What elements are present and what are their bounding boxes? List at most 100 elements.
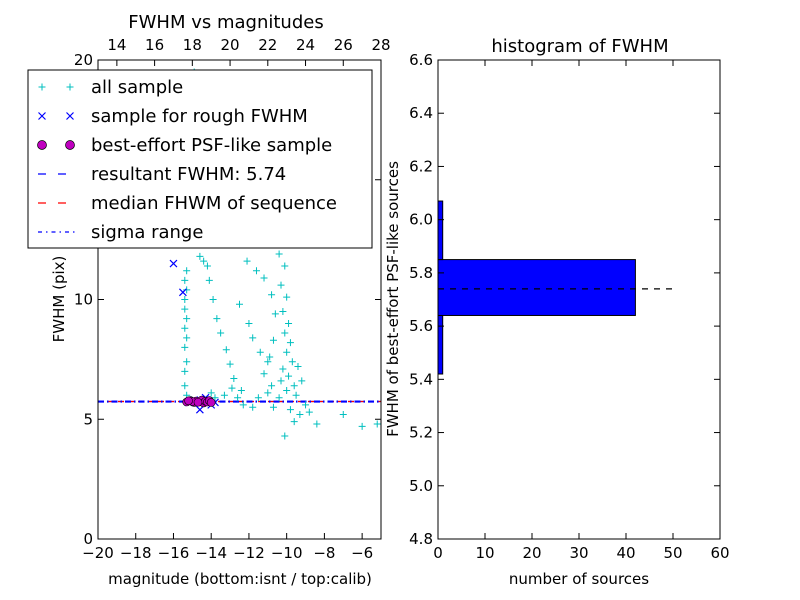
point-s0-37 [279, 307, 287, 315]
x-tick-label-6: −8 [313, 544, 335, 562]
histogram-title: histogram of FWHM [491, 36, 668, 57]
point-s0-3 [183, 334, 191, 342]
point-s0-49 [271, 310, 279, 318]
legend-item-3: resultant FWHM: 5.74 [38, 164, 286, 185]
point-s0-19 [213, 315, 221, 323]
point-s0-29 [264, 358, 272, 366]
legend-item-1: sample for rough FWHM [38, 106, 308, 127]
histogram-y-label: FWHM of best-effort PSF-like sources [384, 161, 402, 437]
point-s0-50 [269, 336, 277, 344]
legend-item-5: sigma range [38, 222, 203, 243]
point-s0-68 [305, 408, 313, 416]
scatter-x-label: magnitude (bottom:isnt / top:calib) [108, 570, 372, 588]
point-s1-2 [195, 405, 204, 414]
hist-y-tick-label-4: 5.6 [409, 317, 433, 335]
point-s0-21 [222, 346, 230, 354]
point-s0-4 [181, 324, 189, 332]
legend-label-5: sigma range [91, 222, 203, 243]
x-tick-label-1: −18 [120, 544, 152, 562]
legend-label-2: best-effort PSF-like sample [91, 135, 332, 156]
point-s0-28 [256, 348, 264, 356]
point-s0-56 [292, 391, 300, 399]
point-s0-74 [373, 420, 381, 428]
point-s0-63 [239, 401, 247, 409]
hist-x-tick-label-6: 60 [710, 544, 729, 562]
point-s0-64 [249, 403, 257, 411]
x-tick-label-0: −20 [82, 544, 114, 562]
histogram-bar-1 [437, 259, 636, 316]
point-s0-76 [211, 394, 219, 402]
top-x-tick-label-4: 22 [258, 36, 277, 54]
x-tick-label-7: −6 [351, 544, 373, 562]
x-tick-label-4: −12 [233, 544, 265, 562]
point-s0-77 [207, 389, 215, 397]
point-s0-38 [285, 319, 293, 327]
point-s0-70 [290, 418, 298, 426]
point-s0-48 [268, 291, 276, 299]
point-s0-59 [286, 406, 294, 414]
hist-y-tick-label-2: 5.2 [409, 424, 433, 442]
point-s1-1 [178, 288, 187, 297]
scatter-plot-area [98, 68, 381, 440]
legend-label-0: all sample [91, 77, 183, 98]
scatter-panel: FWHM vs magnitudes −20 −18 −16 −14 −12 −10 −8−… [27, 12, 391, 588]
point-s0-24 [237, 387, 245, 395]
histogram-bar-2 [437, 200, 444, 261]
point-s0-47 [283, 387, 291, 395]
point-s0-57 [275, 394, 283, 402]
point-s0-5 [183, 315, 191, 323]
point-s0-65 [228, 384, 236, 392]
histogram-bar-0 [437, 314, 444, 375]
point-s0-22 [226, 360, 234, 368]
hist-y-tick-label-6: 6.0 [409, 211, 433, 229]
hist-x-tick-label-2: 20 [522, 544, 541, 562]
point-s0-40 [286, 339, 294, 347]
histogram-x-label: number of sources [509, 570, 649, 588]
point-s0-66 [220, 391, 228, 399]
point-s2-10 [206, 398, 216, 407]
point-s2-13 [184, 396, 193, 406]
top-x-tick-label-2: 18 [183, 36, 202, 54]
x-tick-label-3: −14 [195, 544, 227, 562]
hist-x-tick-label-3: 30 [569, 544, 588, 562]
point-s0-73 [358, 422, 366, 430]
hist-y-tick-label-8: 6.4 [409, 104, 433, 122]
point-s0-52 [260, 370, 268, 378]
y-tick-label-4: 20 [74, 51, 93, 69]
y-tick-label-2: 10 [74, 291, 93, 309]
point-s0-46 [290, 382, 298, 390]
point-s0-44 [285, 372, 293, 380]
point-s0-25 [236, 300, 243, 308]
hist-x-tick-label-4: 40 [616, 544, 635, 562]
point-s0-54 [294, 363, 302, 371]
histogram-plot-area [437, 200, 678, 375]
point-s0-69 [296, 410, 304, 418]
point-s2-12 [193, 397, 203, 407]
point-s0-36 [283, 293, 291, 301]
hist-y-tick-label-3: 5.4 [409, 370, 433, 388]
top-x-tick-label-1: 16 [145, 36, 164, 54]
point-s1-0 [169, 259, 178, 268]
point-s0-8 [183, 286, 191, 294]
point-s0-6 [181, 305, 189, 313]
point-s0-16 [203, 262, 211, 270]
point-s0-7 [181, 296, 189, 303]
legend-item-2: best-effort PSF-like sample [37, 135, 332, 156]
point-s0-42 [288, 358, 296, 366]
point-s0-27 [249, 334, 257, 342]
point-s0-14 [196, 252, 204, 260]
point-s0-0 [181, 367, 189, 375]
scatter-y-label: FWHM (pix) [50, 256, 68, 343]
point-s0-61 [254, 394, 262, 402]
point-s0-53 [268, 382, 276, 390]
point-s0-32 [260, 274, 268, 282]
point-s0-2 [181, 343, 189, 351]
point-s0-51 [266, 353, 274, 361]
point-s0-71 [281, 432, 289, 440]
point-s0-1 [183, 358, 191, 366]
histogram-panel: histogram of FWHM 0 10 20 30 40 50 60 4.8 5.0 5.2… [384, 36, 730, 588]
point-s0-35 [277, 281, 285, 289]
point-s0-43 [279, 365, 287, 373]
histogram-ticks: 0 10 20 30 40 50 60 4.8 5.0 5.2 5.4 5.6 5.8 6.0 6.2 6.4… [409, 51, 729, 562]
